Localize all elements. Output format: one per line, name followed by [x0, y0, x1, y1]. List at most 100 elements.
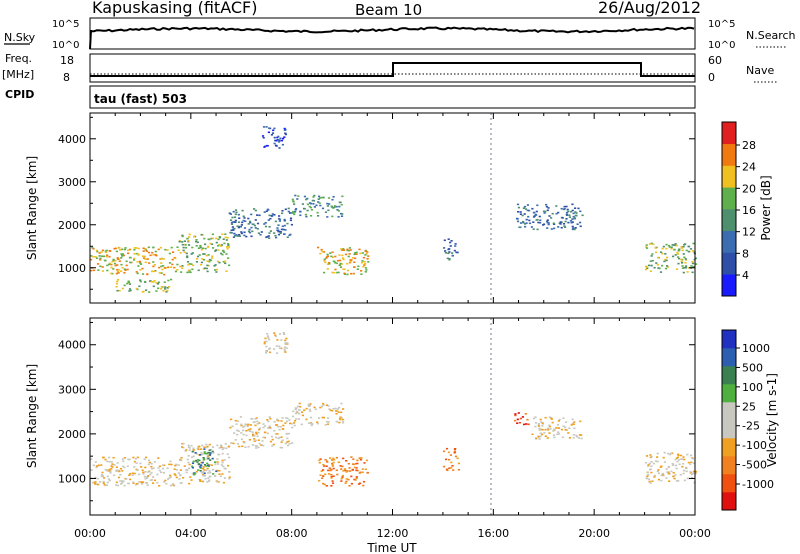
- echo-region: [191, 448, 218, 476]
- echo-cell: [233, 227, 236, 230]
- echo-cell: [205, 267, 208, 270]
- echo-cell: [292, 415, 295, 418]
- echo-cell: [557, 433, 561, 435]
- echo-cell: [537, 436, 540, 439]
- echo-cell: [131, 472, 135, 475]
- echo-cell: [179, 474, 182, 477]
- echo-cell: [196, 461, 199, 463]
- echo-cell: [336, 259, 339, 262]
- echo-cell: [237, 213, 240, 216]
- colorbar-tick-label: 8: [742, 247, 749, 260]
- echo-cell: [120, 253, 123, 255]
- echo-cell: [313, 206, 316, 208]
- echo-cell: [255, 431, 258, 434]
- echo-cell: [230, 442, 233, 444]
- echo-cell: [102, 482, 105, 484]
- echo-cell: [548, 425, 551, 428]
- echo-cell: [335, 456, 338, 459]
- x-tick-label: 08:00: [276, 527, 308, 540]
- echo-cell: [208, 479, 211, 482]
- echo-cell: [133, 257, 136, 260]
- echo-cell: [561, 217, 564, 219]
- echo-cell: [130, 261, 133, 264]
- echo-region: [318, 456, 369, 487]
- nsky-tick-top: 10^5: [52, 19, 79, 30]
- echo-cell: [295, 208, 298, 210]
- echo-cell: [182, 249, 185, 252]
- echo-cell: [648, 478, 651, 481]
- echo-cell: [286, 441, 289, 443]
- echo-cell: [348, 467, 351, 469]
- echo-cell: [575, 214, 578, 217]
- echo-cell: [276, 136, 279, 139]
- echo-cell: [685, 265, 688, 267]
- echo-cell: [150, 465, 153, 468]
- echo-cell: [339, 266, 343, 268]
- echo-cell: [194, 452, 197, 454]
- echo-cell: [195, 470, 198, 473]
- echo-cell: [123, 284, 126, 287]
- echo-cell: [213, 475, 216, 477]
- echo-cell: [207, 464, 210, 467]
- echo-cell: [110, 465, 113, 467]
- echo-cell: [328, 408, 331, 410]
- echo-cell: [193, 235, 196, 238]
- echo-cell: [342, 457, 345, 460]
- echo-cell: [240, 432, 243, 434]
- echo-cell: [212, 247, 215, 249]
- echo-cell: [262, 436, 265, 439]
- echo-cell: [212, 468, 215, 471]
- echo-cell: [122, 254, 125, 257]
- echo-cell: [137, 247, 140, 250]
- echo-cell: [258, 442, 261, 445]
- echo-cell: [90, 258, 93, 261]
- echo-cell: [665, 243, 668, 246]
- echo-cell: [296, 405, 300, 408]
- echo-cell: [217, 245, 220, 247]
- colorbar-tick-label: -500: [742, 459, 767, 472]
- echo-cell: [456, 251, 459, 254]
- echo-cell: [133, 247, 136, 249]
- echo-cell: [328, 261, 331, 264]
- echo-cell: [224, 233, 227, 235]
- echo-cell: [666, 471, 669, 473]
- echo-cell: [195, 240, 198, 243]
- echo-cell: [571, 221, 574, 223]
- echo-cell: [120, 263, 123, 266]
- echo-cell: [106, 254, 109, 257]
- echo-cell: [683, 458, 686, 461]
- echo-cell: [217, 238, 220, 241]
- echo-cell: [540, 421, 543, 423]
- echo-cell: [253, 224, 256, 227]
- echo-cell: [149, 479, 152, 481]
- echo-cell: [116, 257, 119, 259]
- echo-cell: [174, 474, 177, 477]
- echo-cell: [206, 445, 209, 448]
- echo-cell: [163, 481, 166, 483]
- echo-cell: [160, 471, 163, 474]
- echo-cell: [268, 226, 271, 228]
- echo-cell: [99, 265, 102, 268]
- nsky-trace: [89, 26, 695, 50]
- echo-cell: [358, 248, 361, 251]
- echo-cell: [250, 226, 253, 229]
- echo-cell: [221, 459, 224, 462]
- echo-cell: [678, 463, 681, 466]
- echo-cell: [284, 133, 287, 136]
- echo-cell: [95, 483, 98, 485]
- echo-cell: [152, 265, 155, 268]
- echo-cell: [666, 265, 669, 267]
- echo-cell: [572, 215, 575, 218]
- echo-cell: [144, 466, 147, 469]
- echo-cell: [288, 212, 292, 214]
- echo-cell: [276, 418, 279, 421]
- echo-cell: [223, 459, 226, 461]
- echo-cell: [331, 462, 334, 465]
- echo-cell: [226, 246, 229, 248]
- echo-cell: [181, 235, 184, 238]
- echo-cell: [247, 445, 250, 448]
- echo-cell: [664, 258, 667, 261]
- echo-cell: [185, 469, 188, 471]
- echo-cell: [265, 210, 268, 212]
- echo-cell: [152, 467, 155, 469]
